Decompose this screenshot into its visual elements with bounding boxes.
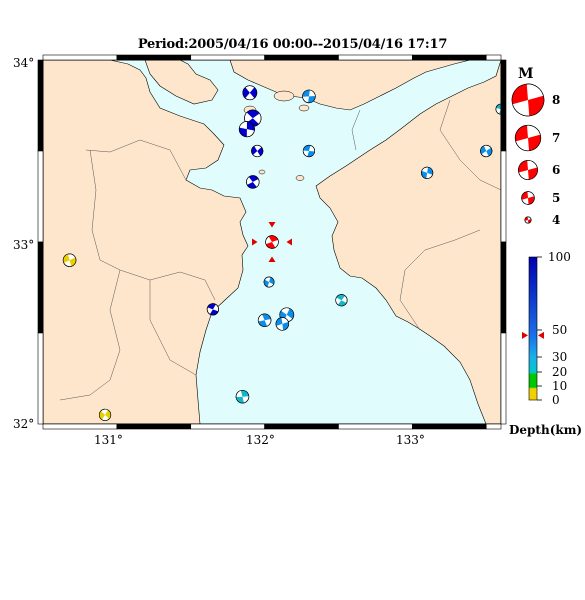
earthquake-event [98,408,112,421]
magnitude-legend-label: 5 [552,191,560,205]
earthquake-event [302,89,316,104]
honshu-landmass [229,60,471,111]
magnitude-legend-label: 8 [552,93,560,107]
magnitude-legend-ball [511,83,545,117]
depth-tick-label: 20 [552,365,567,379]
magnitude-legend-ball [518,160,538,180]
magnitude-legend-title: M [518,66,534,82]
earthquake-event [302,144,315,158]
latest-event-pointer [268,222,276,228]
earthquake-event [335,294,348,307]
frame-tick [190,54,265,61]
depth-tick-label: 0 [552,393,560,407]
frame-tick [264,423,339,430]
lat-label-33: 33° [13,238,34,252]
island [295,175,305,181]
magnitude-legend-ball [521,191,535,205]
depth-legend-title: Depth(km) [509,423,582,437]
earthquake-event [246,175,260,189]
earthquake-event [206,303,219,316]
earthquake-event [265,235,279,249]
earthquake-event [480,144,493,158]
latest-depth-marker [538,331,544,339]
magnitude-legend-label: 7 [552,131,560,145]
earthquake-markers [62,85,501,421]
magnitude-legend-label: 6 [552,163,560,177]
latest-event-pointer [252,238,258,246]
earthquake-event [251,144,264,158]
frame-tick [500,59,507,152]
lon-label-131: 131° [94,433,123,447]
frame-tick [338,423,413,430]
depth-colorbar [528,256,538,401]
depth-tick-label: 100 [548,250,571,264]
earthquake-event [62,253,77,267]
frame-tick [500,332,507,425]
kitakyushu-land [144,60,219,105]
frame-tick [338,54,413,61]
island [273,90,295,102]
lat-label-34: 34° [13,56,34,70]
latest-event-pointer [268,256,276,262]
magnitude-legend-ball [514,124,542,152]
depth-tick-label: 30 [552,350,567,364]
depth-tick-label: 10 [552,379,567,393]
frame-tick [116,54,192,61]
map-title: Period:2005/04/16 00:00--2015/04/16 17:1… [137,37,448,52]
lat-label-32: 32° [13,417,34,431]
depth-tick-label: 50 [552,323,567,337]
earthquake-event [235,390,250,404]
earthquake-event [242,85,258,101]
earthquake-event [421,166,434,179]
frame-tick [42,54,118,61]
lon-label-132: 132° [246,433,275,447]
earthquake-event [238,121,255,138]
frame-tick [412,54,487,61]
earthquake-event [257,313,272,327]
latest-event-pointer [286,238,292,246]
frame-tick [500,241,507,334]
map-frame [37,54,507,430]
kyushu-landmass [43,60,249,424]
frame-tick [485,423,502,430]
frame-tick [116,423,192,430]
earthquake-event [263,276,275,288]
frame-tick [37,150,44,243]
magnitude-legend-ball [524,216,532,224]
island [298,104,310,112]
magnitude-legend-label: 4 [552,213,560,227]
frame-tick [500,150,507,243]
lon-label-133: 133° [396,433,425,447]
magnitude-legend: 8 7 6 5 4 [511,83,560,227]
island [258,169,266,175]
frame-tick [412,423,487,430]
coastline-layer [43,60,501,424]
earthquake-event [275,317,290,331]
frame-tick [264,54,339,61]
frame-tick [37,241,44,334]
shikoku-landmass [315,60,501,424]
frame-tick [37,59,44,152]
latest-depth-marker [522,331,528,339]
prefecture-borders [59,99,501,401]
frame-tick [485,54,502,61]
frame-tick [42,423,118,430]
latest-event-marker [252,222,292,262]
frame-tick [190,423,265,430]
frame-tick [37,332,44,425]
